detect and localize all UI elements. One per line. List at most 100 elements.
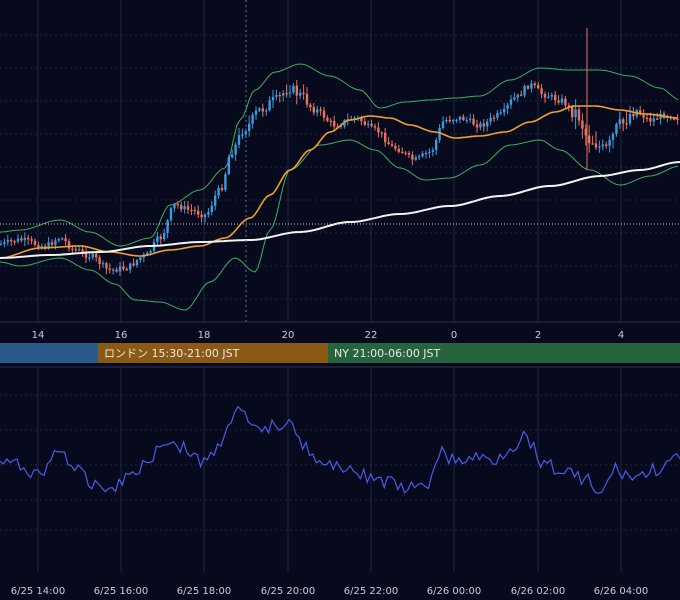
candle [135, 258, 139, 268]
candle-body [564, 98, 567, 106]
candle [237, 128, 241, 149]
candle [129, 262, 132, 274]
candle-body [61, 238, 64, 240]
candle-body [458, 116, 462, 120]
candle-body [394, 145, 397, 149]
candle-body [428, 151, 431, 153]
candle-body [278, 95, 281, 97]
candle [401, 147, 404, 154]
candle-body [0, 243, 3, 246]
candle-body [105, 263, 108, 269]
candle [363, 118, 366, 127]
candle [227, 154, 230, 176]
candle [316, 105, 319, 117]
candle-body [129, 263, 132, 270]
candle-body [159, 236, 162, 240]
candle-body [380, 132, 383, 134]
candle-body [363, 121, 366, 125]
candle [550, 92, 553, 101]
bollinger-bands [0, 63, 679, 311]
candle-body [418, 156, 421, 158]
candle [455, 118, 458, 124]
candle [557, 95, 560, 105]
candle-body [27, 237, 30, 240]
candle [64, 234, 67, 246]
candle [520, 90, 523, 97]
price-x-tick-2: 18 [198, 330, 211, 341]
moving-averages [0, 105, 680, 259]
candle [23, 232, 26, 247]
candle [615, 122, 618, 137]
candle-body [292, 85, 295, 93]
candle-body [639, 110, 642, 114]
candle-body [469, 118, 472, 120]
candle-body [574, 109, 577, 118]
candle-body [523, 86, 526, 96]
candle [486, 118, 489, 132]
candle-body [214, 195, 217, 206]
candle [88, 253, 91, 262]
candle-body [193, 209, 196, 212]
candle [193, 206, 196, 216]
candle-body [594, 143, 598, 148]
candle-body [431, 150, 434, 152]
candle-body [605, 144, 608, 146]
candle [231, 149, 234, 159]
candle [571, 105, 574, 122]
candle [33, 238, 37, 247]
candle [594, 131, 598, 150]
candle [418, 154, 421, 160]
candle [489, 112, 492, 126]
candle [333, 115, 336, 130]
candle [448, 115, 451, 124]
candle [234, 142, 237, 161]
candle-body [411, 154, 414, 160]
candle [656, 112, 659, 120]
candle-body [550, 94, 553, 97]
candle [61, 237, 64, 241]
candle [632, 107, 635, 120]
osc-x-tick-1: 6/25 16:00 [94, 586, 148, 597]
candle [605, 141, 608, 149]
price-x-axis: 14 16 18 20 22 0 2 4 [32, 330, 625, 341]
candle [3, 238, 6, 248]
session-label-1: ロンドン 15:30-21:00 JST [104, 347, 240, 360]
candle [169, 207, 173, 223]
candle [112, 268, 115, 275]
candle [159, 233, 162, 245]
session-bar: ロンドン 15:30-21:00 JST NY 21:00-06:00 JST [0, 343, 680, 368]
candle-body [299, 92, 302, 96]
candle-body [282, 93, 285, 96]
candle [288, 85, 292, 98]
candle-body [401, 151, 404, 153]
candle-body [98, 257, 101, 264]
candle-body [13, 241, 16, 243]
candle-body [40, 246, 43, 248]
candle-body [540, 88, 543, 95]
candle-body [254, 110, 258, 115]
candle [139, 256, 142, 263]
candle [452, 118, 455, 125]
candle [186, 200, 190, 214]
candle [254, 106, 258, 120]
candle [659, 109, 662, 125]
candle-body [169, 208, 173, 221]
candle [397, 144, 400, 154]
candle-body [543, 94, 547, 98]
candle-body [234, 144, 237, 155]
candle [407, 150, 411, 159]
candle-body [448, 119, 451, 122]
candle-body [37, 244, 40, 248]
candle [577, 106, 581, 126]
candle-body [156, 236, 159, 242]
candle [377, 121, 380, 138]
candle-body [217, 187, 220, 196]
candle-body [309, 104, 312, 108]
ma-fast-line [0, 105, 679, 259]
osc-x-tick-0: 6/25 14:00 [11, 586, 65, 597]
candle-body [608, 139, 611, 146]
candle-body [649, 118, 652, 122]
osc-x-tick-6: 6/26 02:00 [511, 586, 565, 597]
candle-body [571, 106, 574, 118]
candle-body [339, 125, 343, 127]
